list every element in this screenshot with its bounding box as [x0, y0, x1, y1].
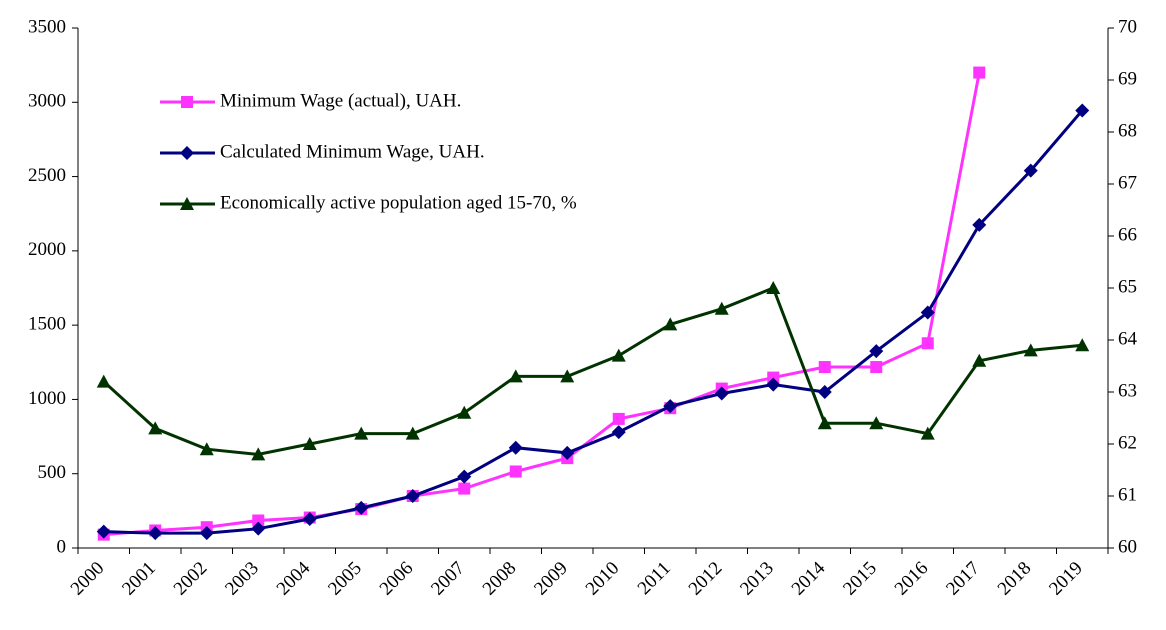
- x-tick-label: 2010: [582, 558, 624, 600]
- x-tick-label: 2013: [736, 558, 778, 600]
- y2-tick-label: 69: [1118, 68, 1137, 89]
- x-tick-label: 2003: [221, 558, 263, 600]
- data-point: [663, 317, 678, 331]
- y2-tick-label: 60: [1118, 536, 1137, 557]
- x-tick-label: 2002: [170, 558, 212, 600]
- data-point: [920, 426, 935, 440]
- legend-label: Economically active population aged 15-7…: [220, 192, 577, 213]
- y2-tick-label: 68: [1118, 120, 1137, 141]
- data-point: [148, 421, 163, 435]
- data-point: [869, 344, 884, 359]
- data-point: [252, 514, 265, 527]
- data-point: [1075, 338, 1090, 352]
- y-tick-label: 1000: [28, 388, 66, 409]
- legend-marker: [180, 146, 194, 160]
- data-point: [560, 369, 575, 383]
- x-tick-label: 2007: [427, 558, 469, 600]
- data-point: [251, 521, 266, 536]
- data-point: [714, 386, 729, 401]
- data-point: [96, 374, 111, 388]
- data-point: [921, 337, 934, 350]
- data-point: [509, 465, 522, 478]
- y-tick-label: 0: [57, 536, 67, 557]
- y2-tick-label: 66: [1118, 224, 1137, 245]
- series-line: [103, 72, 981, 537]
- data-point: [817, 416, 832, 430]
- data-point: [973, 66, 986, 79]
- legend-label: Calculated Minimum Wage, UAH.: [220, 141, 485, 162]
- y-tick-label: 3000: [28, 91, 66, 112]
- data-point: [870, 361, 883, 374]
- data-point: [508, 369, 523, 383]
- y2-tick-label: 64: [1118, 328, 1138, 349]
- x-tick-label: 2001: [118, 558, 160, 600]
- y-tick-label: 2500: [28, 165, 66, 186]
- data-point: [508, 440, 523, 455]
- data-point: [354, 426, 369, 440]
- data-point: [611, 348, 626, 362]
- legend-label: Minimum Wage (actual), UAH.: [220, 90, 461, 111]
- data-point: [354, 500, 369, 515]
- series-line: [102, 286, 1083, 456]
- data-point: [302, 437, 317, 450]
- x-tick-label: 2012: [685, 558, 727, 600]
- data-point: [1023, 163, 1038, 178]
- data-point: [972, 353, 987, 367]
- data-point: [869, 416, 884, 430]
- data-point: [302, 512, 317, 527]
- y-tick-label: 1500: [28, 314, 66, 335]
- y2-tick-label: 62: [1118, 432, 1137, 453]
- x-tick-label: 2019: [1045, 558, 1087, 600]
- x-tick-label: 2008: [479, 558, 521, 600]
- data-point: [458, 482, 471, 495]
- data-point: [714, 301, 729, 315]
- x-tick-label: 2000: [67, 558, 109, 600]
- legend-marker: [180, 197, 194, 210]
- data-point: [1075, 103, 1090, 118]
- legend-marker: [181, 96, 193, 108]
- x-tick-label: 2018: [994, 558, 1036, 600]
- data-point: [766, 281, 781, 294]
- data-point: [818, 361, 831, 374]
- x-tick-label: 2014: [788, 557, 830, 599]
- data-point: [1023, 343, 1038, 357]
- data-point: [457, 405, 472, 419]
- x-tick-label: 2004: [273, 557, 315, 599]
- data-point: [663, 399, 678, 414]
- x-tick-label: 2009: [530, 558, 572, 600]
- x-tick-label: 2015: [839, 558, 881, 600]
- data-point: [96, 524, 111, 539]
- y2-tick-label: 65: [1118, 276, 1137, 297]
- y-tick-label: 500: [38, 462, 67, 483]
- y-tick-label: 2000: [28, 239, 66, 260]
- data-point: [251, 447, 266, 461]
- x-tick-label: 2017: [942, 558, 984, 600]
- y2-tick-label: 70: [1118, 16, 1137, 37]
- data-point: [766, 377, 781, 392]
- data-point: [611, 425, 626, 440]
- data-point: [199, 442, 214, 456]
- data-point: [972, 217, 987, 232]
- x-tick-label: 2016: [891, 558, 933, 600]
- data-point: [612, 412, 625, 425]
- series-line: [103, 109, 1084, 535]
- y2-tick-label: 63: [1118, 380, 1137, 401]
- data-point: [199, 526, 214, 541]
- data-point: [560, 445, 575, 460]
- x-tick-label: 2005: [324, 558, 366, 600]
- data-point: [457, 469, 472, 484]
- y2-tick-label: 61: [1118, 484, 1137, 505]
- data-point: [405, 489, 420, 503]
- y-tick-label: 3500: [28, 16, 66, 37]
- x-tick-label: 2006: [376, 558, 418, 600]
- x-tick-label: 2011: [634, 558, 675, 599]
- data-point: [920, 305, 935, 320]
- y2-tick-label: 67: [1118, 172, 1137, 193]
- data-point: [405, 426, 420, 440]
- data-point: [817, 385, 832, 399]
- data-point: [148, 526, 163, 541]
